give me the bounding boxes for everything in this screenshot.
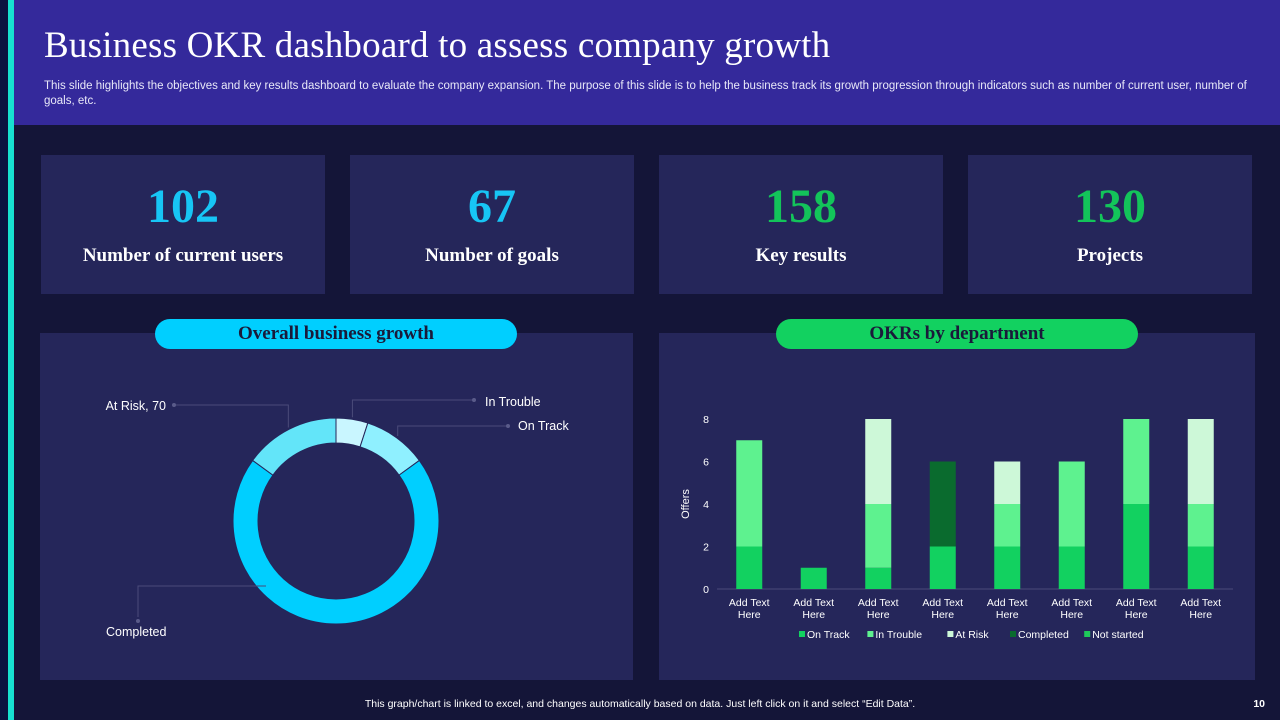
legend-label-on-track: On Track bbox=[807, 629, 850, 641]
donut-leader-dot bbox=[472, 398, 476, 402]
bar-segment-on-track[interactable] bbox=[929, 546, 956, 590]
legend-label-at-risk: At Risk bbox=[955, 629, 989, 641]
accent-edge-bar bbox=[0, 0, 14, 720]
donut-slice-at-risk[interactable] bbox=[251, 417, 337, 476]
kpi-value: 130 bbox=[1074, 180, 1146, 233]
bar-segment-on-track[interactable] bbox=[1187, 546, 1214, 590]
donut-label-completed: Completed bbox=[106, 625, 166, 639]
x-tick-label: Add Text Here bbox=[793, 597, 834, 621]
kpi-card-current-users: 102 Number of current users bbox=[41, 155, 325, 294]
kpi-value: 158 bbox=[765, 180, 837, 233]
x-tick-label: Add Text Here bbox=[729, 597, 770, 621]
kpi-value: 102 bbox=[147, 180, 219, 233]
donut-leader-dot bbox=[136, 619, 140, 623]
legend-swatch-completed bbox=[1010, 631, 1016, 637]
kpi-value: 67 bbox=[468, 180, 516, 233]
page-number: 10 bbox=[1253, 698, 1265, 710]
growth-section-title: Overall business growth bbox=[155, 319, 517, 349]
bar-segment-on-track[interactable] bbox=[736, 546, 763, 590]
bar-segment-at-risk[interactable] bbox=[865, 419, 892, 504]
donut-leader-dot bbox=[506, 424, 510, 428]
y-tick-label: 6 bbox=[703, 457, 709, 469]
bar-segment-at-risk[interactable] bbox=[1187, 419, 1214, 504]
kpi-card-key-results: 158 Key results bbox=[659, 155, 943, 294]
bar-segment-at-risk[interactable] bbox=[994, 461, 1021, 505]
footer-note: This graph/chart is linked to excel, and… bbox=[364, 698, 916, 710]
legend-label-completed: Completed bbox=[1018, 629, 1069, 641]
kpi-label: Number of current users bbox=[82, 245, 284, 266]
bar-segment-in-trouble[interactable] bbox=[1187, 504, 1214, 547]
x-tick-label: Add Text Here bbox=[922, 597, 963, 621]
x-tick-label: Add Text Here bbox=[1116, 597, 1157, 621]
bar-segment-in-trouble[interactable] bbox=[865, 504, 892, 568]
bar-segment-completed[interactable] bbox=[929, 461, 956, 547]
legend-swatch-not-started bbox=[1084, 631, 1091, 637]
legend-swatch-on-track bbox=[799, 631, 805, 637]
bar-segment-in-trouble[interactable] bbox=[736, 440, 763, 547]
donut-label-on-track: On Track bbox=[518, 419, 569, 433]
bar-segment-in-trouble[interactable] bbox=[1123, 419, 1150, 504]
page-title: Business OKR dashboard to assess company… bbox=[44, 25, 831, 66]
kpi-label: Number of goals bbox=[425, 245, 559, 266]
donut-leader-line bbox=[174, 404, 289, 428]
stacked-bar-chart[interactable]: 0 2 4 6 8 Offers Add Text Here Add Text Here Add T… bbox=[659, 333, 1255, 680]
x-tick-label: Add Text Here bbox=[987, 597, 1028, 621]
bar-segment-on-track[interactable] bbox=[1123, 504, 1150, 589]
donut-leader-line bbox=[351, 399, 474, 418]
kpi-label: Projects bbox=[1076, 245, 1144, 266]
donut-leader-dot bbox=[172, 403, 176, 407]
page-subtitle: This slide highlights the objectives and… bbox=[44, 80, 1247, 107]
x-tick-label: Add Text Here bbox=[1051, 597, 1092, 621]
donut-chart[interactable]: In Trouble On Track Completed At Risk, 70 bbox=[40, 333, 633, 680]
slide-header: Business OKR dashboard to assess company… bbox=[14, 0, 1280, 125]
donut-leader-line bbox=[397, 425, 508, 437]
okr-department-panel: 0 2 4 6 8 Offers Add Text Here Add Text Here Add T… bbox=[659, 333, 1255, 680]
kpi-card-projects: 130 Projects bbox=[968, 155, 1252, 294]
donut-label-in-trouble: In Trouble bbox=[485, 395, 541, 409]
legend-swatch-at-risk bbox=[947, 631, 954, 637]
kpi-card-goals: 67 Number of goals bbox=[350, 155, 634, 294]
y-tick-label: 4 bbox=[703, 499, 709, 511]
y-tick-label: 0 bbox=[703, 584, 709, 596]
bar-segment-on-track[interactable] bbox=[1058, 546, 1085, 590]
bar-segment-in-trouble[interactable] bbox=[994, 504, 1021, 547]
bar-segment-on-track[interactable] bbox=[865, 567, 892, 589]
donut-slice-completed[interactable] bbox=[232, 459, 440, 625]
bar-segment-in-trouble[interactable] bbox=[1058, 461, 1085, 547]
donut-label-at-risk: At Risk, 70 bbox=[106, 399, 166, 413]
y-tick-label: 2 bbox=[703, 542, 709, 554]
legend-label-not-started: Not started bbox=[1092, 629, 1144, 641]
kpi-label: Key results bbox=[755, 245, 847, 266]
bar-segment-on-track[interactable] bbox=[994, 546, 1021, 590]
legend-swatch-in-trouble bbox=[867, 631, 874, 637]
okr-section-title: OKRs by department bbox=[776, 319, 1138, 349]
bar-segment-on-track[interactable] bbox=[800, 567, 827, 589]
legend-label-in-trouble: In Trouble bbox=[875, 629, 922, 641]
business-growth-panel: In Trouble On Track Completed At Risk, 70 bbox=[40, 333, 633, 680]
x-tick-label: Add Text Here bbox=[1180, 597, 1221, 621]
y-axis-label: Offers bbox=[680, 489, 692, 519]
donut-leader-line bbox=[137, 585, 266, 617]
x-tick-label: Add Text Here bbox=[858, 597, 899, 621]
y-tick-label: 8 bbox=[703, 414, 709, 426]
